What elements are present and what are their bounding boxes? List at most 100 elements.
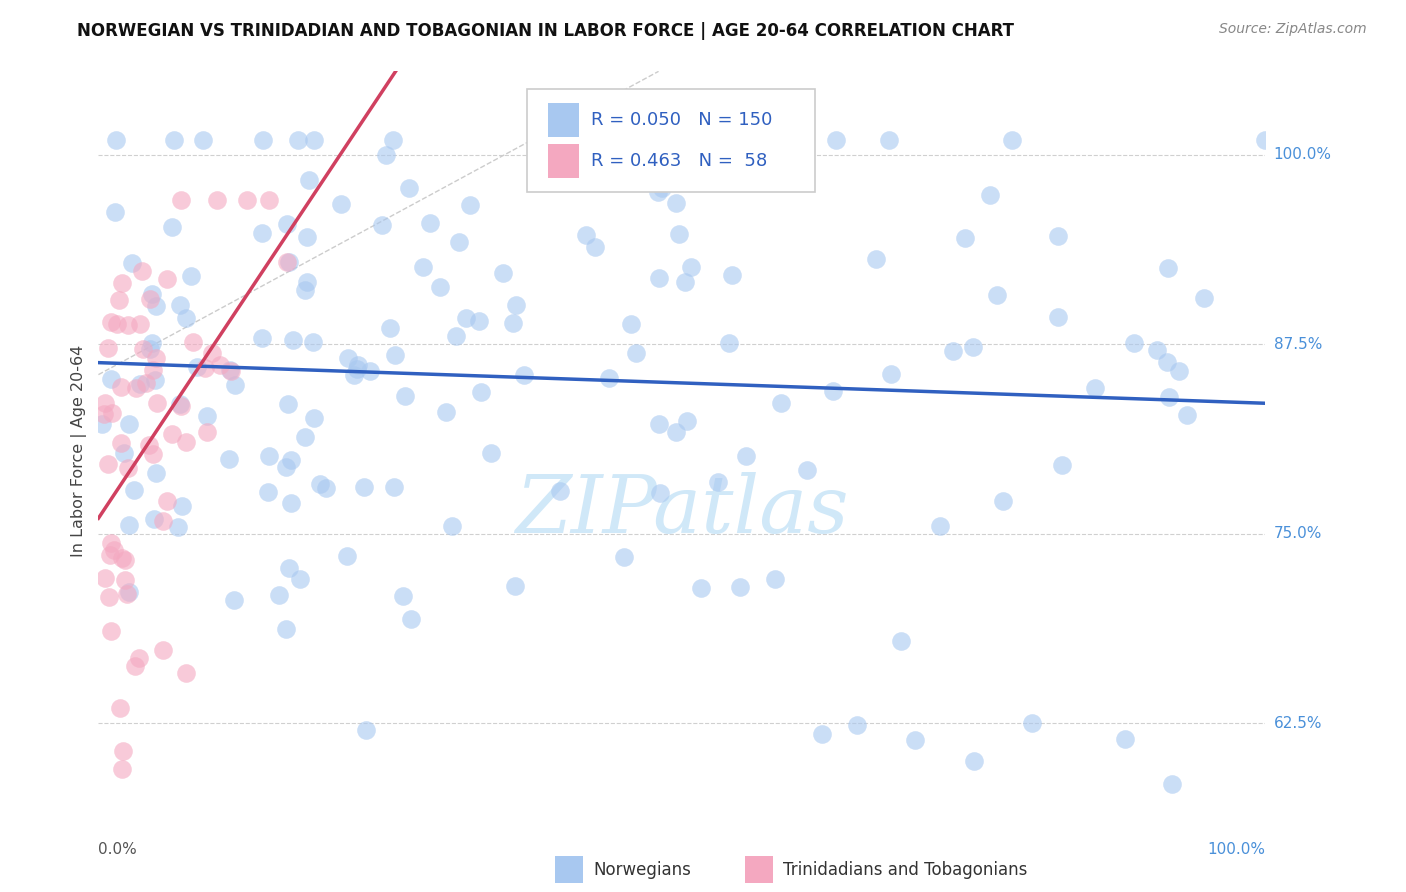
Point: [1254, 133, 1277, 147]
Point: [169, 298, 191, 312]
Point: [100, 536, 122, 550]
Point: [141, 287, 163, 301]
Point: [398, 180, 420, 194]
Point: [114, 553, 136, 567]
Point: [468, 313, 491, 327]
Point: [277, 255, 299, 269]
Point: [166, 520, 188, 534]
Point: [97, 457, 120, 471]
Point: [550, 483, 572, 498]
Point: [583, 240, 606, 254]
Point: [143, 512, 166, 526]
Point: [287, 133, 309, 147]
Point: [955, 231, 977, 245]
Point: [235, 194, 257, 208]
Point: [169, 397, 191, 411]
Point: [479, 445, 502, 459]
Point: [129, 317, 152, 331]
Point: [219, 364, 242, 378]
Point: [503, 578, 526, 592]
Text: 100.0%: 100.0%: [1274, 147, 1331, 162]
Point: [108, 293, 131, 308]
Point: [156, 271, 179, 285]
Point: [336, 351, 359, 366]
Text: 62.5%: 62.5%: [1274, 716, 1322, 731]
Point: [110, 276, 132, 290]
Point: [105, 317, 128, 331]
Point: [1167, 364, 1189, 378]
Point: [1161, 777, 1184, 791]
Point: [111, 551, 134, 566]
Text: Trinidadians and Tobagonians: Trinidadians and Tobagonians: [783, 861, 1028, 879]
Point: [103, 542, 125, 557]
Point: [353, 480, 375, 494]
Point: [138, 342, 160, 356]
Point: [380, 321, 402, 335]
Point: [512, 368, 534, 382]
Point: [302, 411, 325, 425]
Point: [993, 494, 1015, 508]
Text: R = 0.050   N = 150: R = 0.050 N = 150: [591, 112, 772, 129]
Point: [128, 650, 150, 665]
Point: [141, 336, 163, 351]
Point: [110, 436, 132, 450]
Point: [371, 219, 394, 233]
Point: [600, 133, 623, 147]
Text: Source: ZipAtlas.com: Source: ZipAtlas.com: [1219, 22, 1367, 37]
Point: [110, 700, 132, 714]
Point: [117, 318, 139, 332]
Point: [1050, 458, 1073, 472]
Point: [277, 396, 299, 410]
Point: [865, 252, 887, 266]
Point: [668, 227, 690, 242]
Point: [394, 389, 416, 403]
Point: [160, 427, 183, 442]
Point: [825, 133, 848, 147]
Point: [647, 186, 669, 200]
Point: [294, 284, 316, 298]
Point: [125, 381, 148, 395]
Point: [647, 417, 669, 432]
Point: [110, 379, 132, 393]
Point: [100, 406, 122, 420]
Point: [412, 260, 434, 275]
Point: [118, 517, 141, 532]
Point: [1177, 408, 1199, 422]
Text: 100.0%: 100.0%: [1208, 842, 1265, 856]
Point: [302, 334, 325, 349]
Point: [769, 396, 792, 410]
Text: ZIPatlas: ZIPatlas: [515, 473, 849, 549]
Point: [626, 345, 648, 359]
Text: NORWEGIAN VS TRINIDADIAN AND TOBAGONIAN IN LABOR FORCE | AGE 20-64 CORRELATION C: NORWEGIAN VS TRINIDADIAN AND TOBAGONIAN …: [77, 22, 1014, 40]
Point: [170, 499, 193, 513]
Point: [132, 342, 155, 356]
Y-axis label: In Labor Force | Age 20-64: In Labor Force | Age 20-64: [72, 344, 87, 557]
Point: [146, 396, 169, 410]
Point: [274, 460, 297, 475]
Point: [1114, 731, 1136, 746]
Point: [252, 133, 274, 147]
Point: [456, 310, 478, 325]
Point: [104, 205, 127, 219]
Point: [359, 363, 381, 377]
Point: [446, 329, 468, 343]
Point: [256, 485, 278, 500]
Point: [650, 486, 672, 500]
Point: [613, 549, 636, 564]
Point: [259, 449, 281, 463]
Point: [97, 590, 120, 604]
Point: [294, 430, 316, 444]
Point: [224, 377, 246, 392]
Point: [1046, 310, 1069, 325]
Point: [681, 260, 703, 274]
Point: [135, 376, 157, 391]
Point: [93, 408, 115, 422]
Point: [100, 315, 122, 329]
Point: [276, 623, 298, 637]
Point: [205, 194, 228, 208]
Text: 0.0%: 0.0%: [98, 842, 138, 856]
Point: [962, 340, 984, 354]
Point: [720, 268, 742, 283]
Point: [98, 549, 121, 563]
Point: [354, 723, 377, 738]
